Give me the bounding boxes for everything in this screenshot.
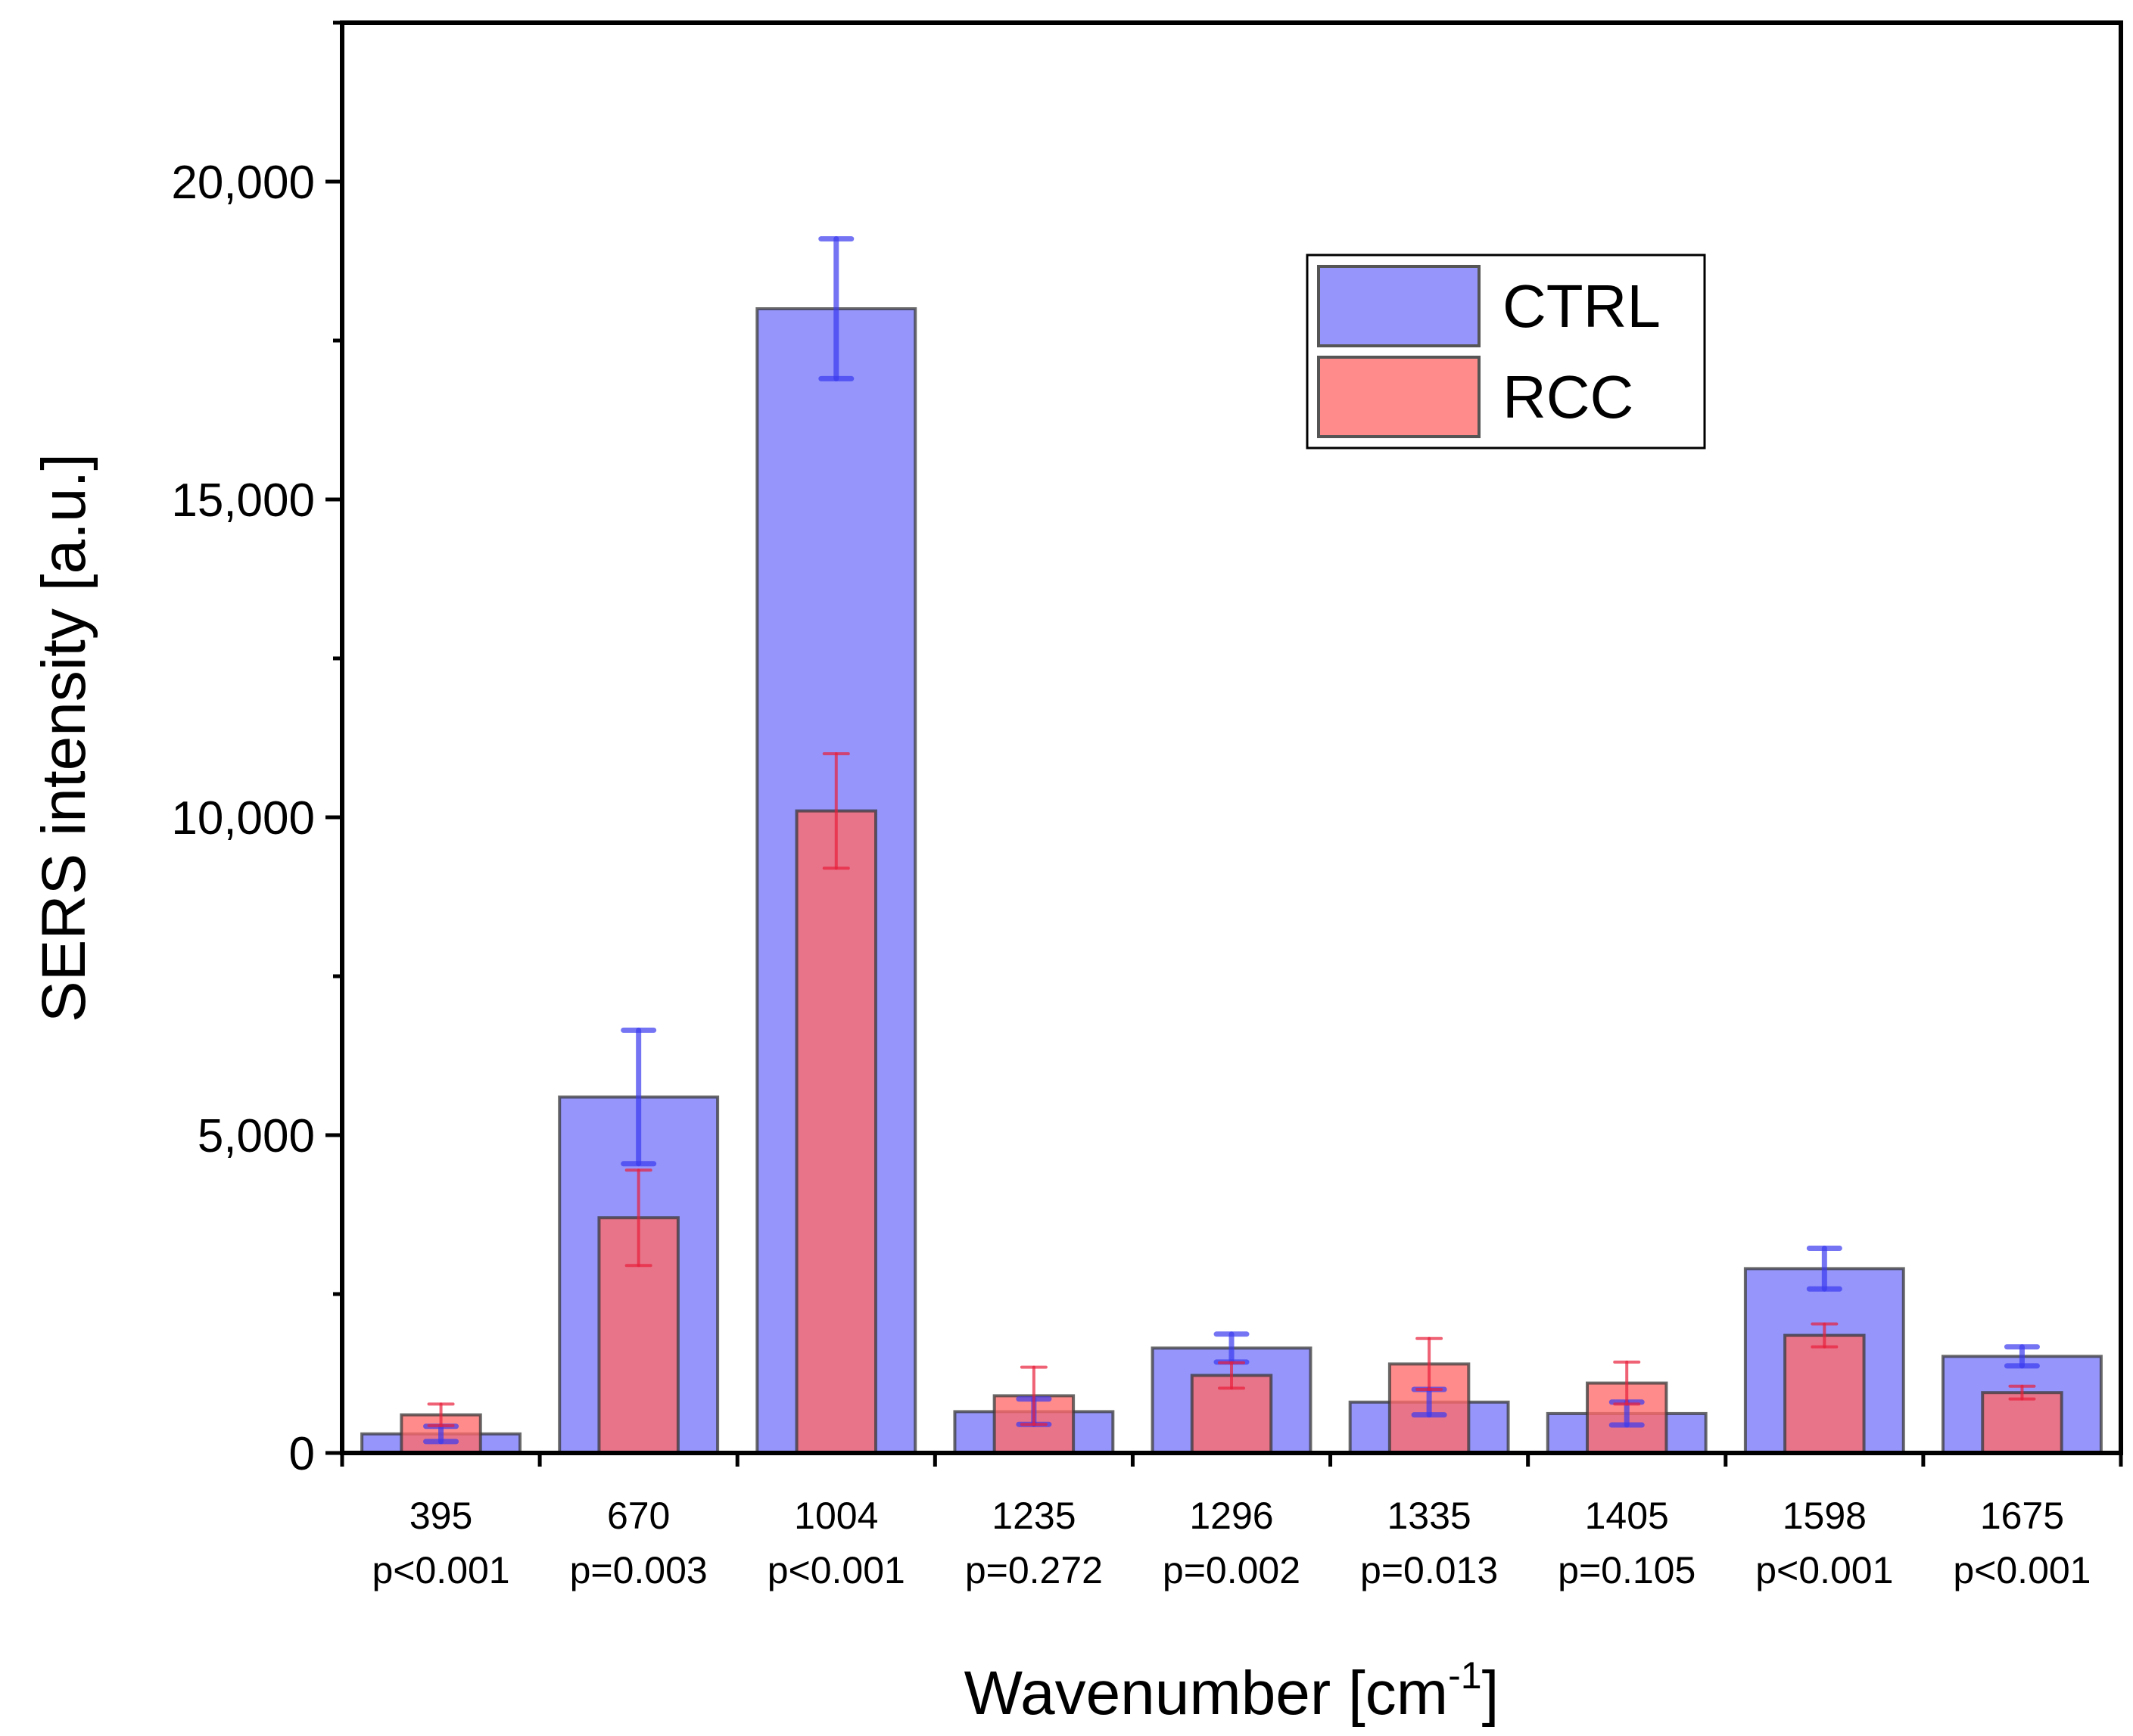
- x-tick-label: 670: [607, 1495, 670, 1537]
- y-tick-label: 20,000: [171, 157, 315, 209]
- error-bar-rcc-1296: [1218, 1361, 1245, 1390]
- x-axis-title-main: Wavenumber [cm: [964, 1659, 1448, 1728]
- y-tick-label: 15,000: [171, 474, 315, 527]
- error-bar-rcc-1405: [1613, 1360, 1641, 1406]
- x-p-value-label: p=0.105: [1558, 1549, 1696, 1591]
- error-bar-ctrl-1004: [818, 236, 855, 381]
- x-tick-label: 1296: [1189, 1495, 1273, 1537]
- error-bar-rcc-1598: [1811, 1322, 1839, 1349]
- x-p-value-label: p=0.003: [570, 1549, 708, 1591]
- error-bar-rcc-1335: [1415, 1336, 1443, 1391]
- error-bar-rcc-395: [427, 1402, 455, 1427]
- error-bar-ctrl-1598: [1806, 1246, 1842, 1292]
- bar-rcc-1675: [1981, 1391, 2063, 1454]
- x-tick-label: 1598: [1783, 1495, 1867, 1537]
- x-p-value-label: p=0.013: [1360, 1549, 1498, 1591]
- legend-swatch-rcc: [1317, 356, 1481, 438]
- y-tick-label: 10,000: [171, 792, 315, 845]
- error-bar-ctrl-1675: [2004, 1344, 2040, 1369]
- x-axis-title: Wavenumber [cm-1]: [964, 1654, 1499, 1728]
- x-p-value-label: p<0.001: [1953, 1549, 2091, 1591]
- y-axis: 0 5,000 10,000 15,000 20,000: [171, 20, 342, 1480]
- bar-rcc-1598: [1783, 1333, 1866, 1454]
- x-tick-label: 1004: [794, 1495, 878, 1537]
- x-p-value-label: p<0.001: [1755, 1549, 1893, 1591]
- x-axis-title-end: ]: [1482, 1659, 1499, 1728]
- error-bar-rcc-1675: [2008, 1384, 2036, 1401]
- x-p-value-label: p=0.002: [1163, 1549, 1300, 1591]
- plot-frame: [340, 20, 2123, 1455]
- x-tick-label: 1235: [992, 1495, 1076, 1537]
- legend: CTRL RCC: [1306, 254, 1706, 450]
- x-p-value-label: p=0.272: [965, 1549, 1103, 1591]
- x-p-value-label: p<0.001: [768, 1549, 905, 1591]
- legend-label-ctrl: CTRL: [1502, 272, 1661, 340]
- x-axis-title-superscript: -1: [1448, 1654, 1481, 1697]
- rcc-series: [400, 809, 2063, 1455]
- error-bar-rcc-1235: [1020, 1365, 1048, 1426]
- error-bar-ctrl-670: [621, 1027, 657, 1167]
- x-tick-label: 1405: [1585, 1495, 1669, 1537]
- x-tick-label: 395: [409, 1495, 472, 1537]
- y-axis-title: SERS intensity [a.u.]: [30, 453, 98, 1022]
- legend-label-rcc: RCC: [1502, 363, 1633, 431]
- x-tick-label: 1335: [1387, 1495, 1471, 1537]
- error-bar-rcc-670: [624, 1168, 652, 1268]
- x-tick-label: 1675: [1980, 1495, 2064, 1537]
- error-bar-rcc-1004: [822, 752, 850, 870]
- y-tick-label: 0: [289, 1428, 315, 1480]
- x-p-value-label: p<0.001: [372, 1549, 509, 1591]
- bar-rcc-1004: [795, 809, 877, 1454]
- x-axis: 395 p<0.001 670 p=0.003 1004 p<0.001 1235 p=0.2…: [340, 1453, 2123, 1591]
- rcc-error-bars: [427, 752, 2036, 1427]
- legend-swatch-ctrl: [1317, 265, 1481, 347]
- y-tick-label: 5,000: [198, 1110, 315, 1162]
